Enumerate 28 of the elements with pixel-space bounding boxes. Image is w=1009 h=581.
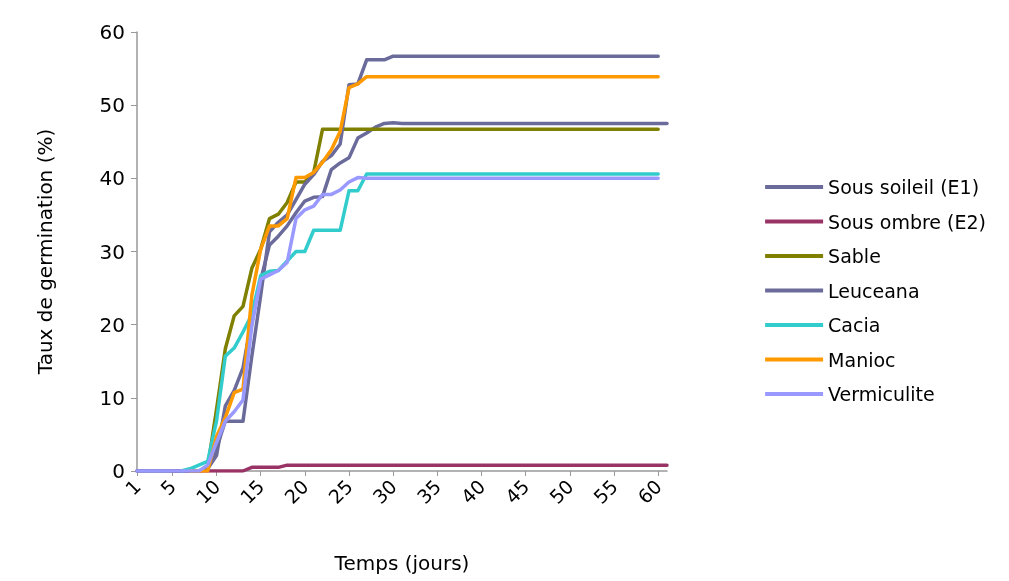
y-tick-label: 60 (99, 20, 125, 44)
x-tick-label: 60 (633, 475, 666, 508)
x-tick-label: 15 (235, 475, 269, 508)
x-tick-label: 35 (412, 475, 446, 508)
y-axis-title: Taux de germination (%) (33, 128, 57, 376)
y-tick-label: 40 (99, 166, 125, 191)
x-tick-label: 50 (544, 475, 578, 508)
x-tick-label: 5 (156, 475, 181, 500)
y-tick-label: 50 (99, 93, 125, 118)
legend-label: Cacia (828, 314, 881, 336)
y-tick-label: 20 (99, 312, 125, 337)
x-tick-label: 45 (500, 475, 534, 508)
x-tick-label: 30 (368, 475, 401, 508)
legend-label: Leuceana (828, 279, 920, 302)
legend-label: Vermiculite (828, 383, 935, 405)
x-tick-label: 20 (279, 475, 313, 508)
x-tick-label: 25 (324, 475, 357, 508)
x-tick-label: 55 (589, 475, 622, 508)
legend-label: Sous ombre (E2) (828, 210, 987, 233)
y-tick-label: 0 (112, 459, 125, 483)
x-tick-label: 10 (191, 475, 225, 508)
y-tick-label: 30 (99, 239, 125, 264)
x-tick-label: 40 (456, 475, 490, 508)
legend-label: Sable (828, 245, 881, 267)
x-axis-title: Temps (jours) (333, 551, 470, 575)
legend-label: Sous soileil (E1) (828, 176, 980, 198)
y-tick-label: 10 (99, 385, 125, 410)
legend-label: Manioc (828, 348, 896, 371)
